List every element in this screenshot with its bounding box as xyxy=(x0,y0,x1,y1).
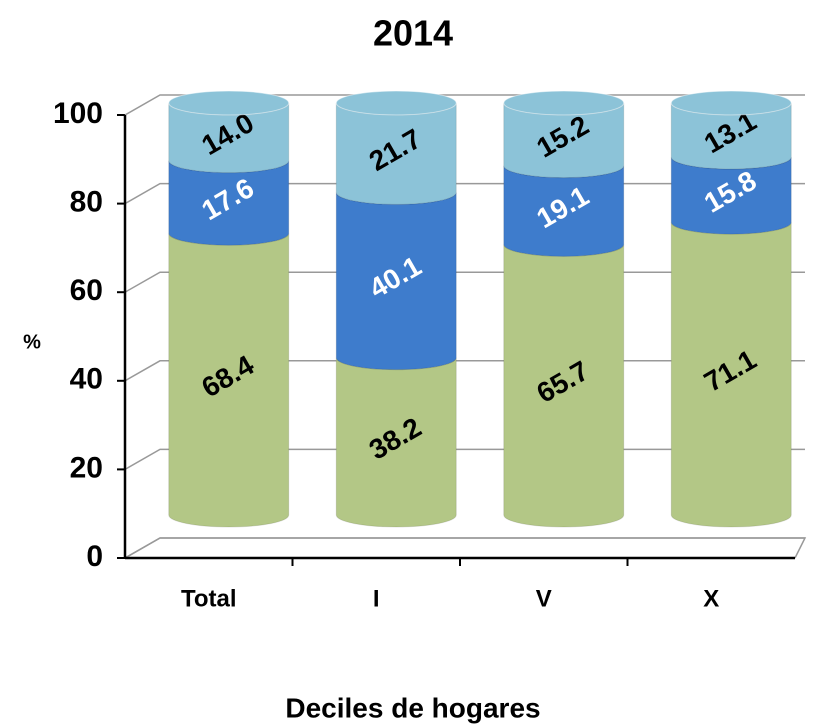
cylinder-top xyxy=(503,90,625,116)
floor xyxy=(124,537,807,559)
y-tick-label: 0 xyxy=(86,540,103,573)
y-tick-label: 100 xyxy=(53,97,103,130)
y-tick-label: 20 xyxy=(70,451,103,484)
x-tick-label: X xyxy=(703,585,719,612)
y-tick-label: 40 xyxy=(70,363,103,396)
y-tick-label: 60 xyxy=(70,274,103,307)
y-tick-label: 80 xyxy=(70,186,103,219)
cylinder-top xyxy=(670,90,792,116)
x-tick-label: V xyxy=(536,585,552,612)
y-axis-label: % xyxy=(23,331,41,353)
x-axis-label: Deciles de hogares xyxy=(285,692,540,723)
chart-title: 2014 xyxy=(373,13,453,54)
x-tick-label: Total xyxy=(181,585,237,612)
grid-line xyxy=(124,537,805,559)
x-tick-label: I xyxy=(373,585,380,612)
cylinder-top xyxy=(168,90,290,116)
cylinder-top xyxy=(335,90,457,116)
